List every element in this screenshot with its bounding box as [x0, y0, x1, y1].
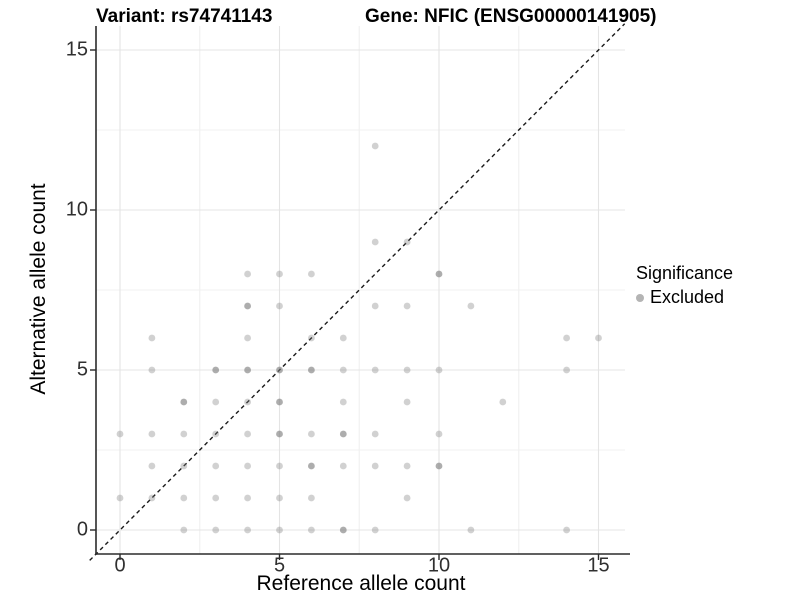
scatter-point: [467, 302, 475, 310]
scatter-point: [276, 462, 283, 470]
scatter-point: [339, 334, 347, 342]
x-tick-label: 5: [273, 554, 286, 577]
scatter-point: [180, 430, 188, 438]
legend-item-excluded: Excluded: [636, 287, 733, 308]
scatter-point: [339, 430, 347, 438]
x-axis-label: Reference allele count: [256, 572, 466, 595]
y-tick-label: 10: [65, 198, 88, 221]
scatter-point: [276, 494, 283, 502]
identity-dashed-line: [89, 23, 626, 561]
scatter-point: [403, 494, 411, 502]
scatter-point: [212, 430, 220, 438]
scatter-point: [339, 462, 347, 470]
scatter-point: [371, 238, 379, 246]
scatter-point: [244, 302, 252, 310]
scatter-point: [371, 430, 379, 438]
scatter-point: [212, 462, 220, 470]
scatter-point: [244, 430, 252, 438]
legend-point-icon: [636, 293, 644, 302]
scatter-point: [435, 430, 443, 438]
scatter-point: [339, 526, 347, 534]
scatter-point: [116, 494, 124, 502]
scatter-point: [244, 398, 252, 406]
scatter-point: [308, 334, 315, 342]
plot-title-gene: Gene: NFIC (ENSG00000141905): [365, 6, 657, 27]
scatter-point: [308, 430, 315, 438]
x-tick-label: 0: [114, 554, 126, 577]
scatter-point: [276, 398, 283, 406]
x-tick-label: 15: [587, 554, 610, 577]
scatter-point: [403, 366, 411, 374]
scatter-point: [148, 334, 156, 342]
scatter-point: [148, 494, 156, 502]
scatter-point: [499, 398, 507, 406]
scatter-point: [563, 526, 570, 534]
scatter-point: [276, 302, 283, 310]
scatter-point: [276, 270, 283, 278]
scatter-point: [308, 462, 315, 470]
scatter-point: [371, 526, 379, 534]
legend-item-label: Excluded: [650, 287, 725, 307]
scatter-point: [308, 526, 315, 534]
scatter-point: [371, 142, 379, 150]
scatter-point: [308, 270, 315, 278]
legend: Significance Excluded: [636, 263, 733, 308]
y-tick-label: 5: [76, 358, 88, 381]
scatter-point: [563, 334, 570, 342]
y-tick-label: 15: [65, 38, 88, 61]
scatter-point: [276, 526, 283, 534]
scatter-point: [339, 366, 347, 374]
scatter-point: [212, 526, 220, 534]
scatter-point: [148, 430, 156, 438]
scatter-point: [467, 526, 475, 534]
scatter-point: [244, 366, 252, 374]
scatter-point: [435, 462, 443, 470]
scatter-point: [148, 462, 156, 470]
scatter-point: [212, 494, 220, 502]
scatter-point: [371, 302, 379, 310]
scatter-point: [276, 430, 283, 438]
scatter-point: [116, 430, 124, 438]
scatter-point: [212, 366, 220, 374]
scatter-point: [180, 462, 188, 470]
scatter-point: [308, 494, 315, 502]
scatter-point: [308, 366, 315, 374]
scatter-point: [339, 398, 347, 406]
plot-title-variant: Variant: rs74741143: [96, 6, 273, 27]
scatter-point: [403, 302, 411, 310]
scatter-point: [371, 366, 379, 374]
scatter-point: [180, 398, 188, 406]
scatter-point: [180, 494, 188, 502]
scatter-point: [371, 462, 379, 470]
scatter-point: [563, 366, 570, 374]
scatter-point: [180, 526, 188, 534]
scatter-point: [244, 270, 252, 278]
scatter-point: [403, 398, 411, 406]
scatter-point: [148, 366, 156, 374]
scatter-point: [595, 334, 602, 342]
x-tick-label: 10: [427, 554, 451, 577]
scatter-point: [403, 238, 411, 246]
scatter-point: [403, 462, 411, 470]
scatter-point: [244, 526, 252, 534]
y-tick-label: 0: [76, 518, 88, 541]
scatter-point: [212, 398, 220, 406]
scatter-point: [435, 366, 443, 374]
scatter-point: [244, 494, 252, 502]
scatter-point: [244, 462, 252, 470]
scatter-point: [435, 270, 443, 278]
scatter-point: [276, 366, 283, 374]
legend-title: Significance: [636, 263, 734, 283]
scatter-point: [244, 334, 252, 342]
